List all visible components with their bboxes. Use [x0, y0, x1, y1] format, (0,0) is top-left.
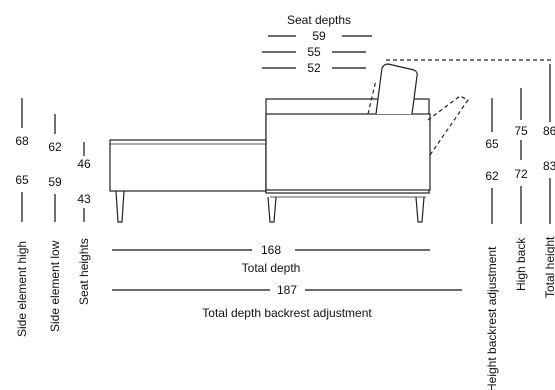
- high-back-val-2: 72: [514, 167, 528, 181]
- seat-heights-label: Seat heights: [77, 238, 91, 305]
- seat-heights-val-1: 46: [77, 157, 91, 171]
- side-element-high-val-1: 68: [15, 134, 29, 148]
- total-height-label: Total height: [543, 236, 555, 298]
- side-element-low-val-1: 62: [48, 140, 62, 154]
- side-element-low-label: Side element low: [48, 240, 62, 332]
- side-element-high-val-2: 65: [15, 173, 29, 187]
- side-element-low-group: 62 59 Side element low: [48, 114, 62, 332]
- total-height-group: 86 83 Total height: [543, 64, 555, 298]
- seat-depth-1: 59: [312, 29, 326, 43]
- total-depth-backrest-group: 187 Total depth backrest adjustment: [112, 283, 462, 320]
- high-back-label: High back: [514, 237, 528, 291]
- total-depth-backrest-label: Total depth backrest adjustment: [202, 306, 372, 320]
- main-leg-left: [267, 196, 277, 223]
- seat-depth-2: 55: [307, 45, 321, 59]
- main-leg-right: [415, 196, 425, 223]
- backrest-adjust-tilted: [427, 95, 469, 156]
- seat-depths-title: Seat depths: [287, 13, 351, 27]
- seat-depths-group: Seat depths 59 55 52: [262, 13, 372, 75]
- side-element-low-val-2: 59: [48, 175, 62, 189]
- high-back-group: 75 72 High back: [514, 88, 528, 291]
- high-back-val-1: 75: [514, 124, 528, 138]
- side-element-high-label: Side element high: [15, 241, 29, 337]
- height-backrest-val-2: 62: [485, 169, 499, 183]
- seat-heights-group: 46 43 Seat heights: [77, 142, 91, 305]
- height-backrest-group: 65 62 Height backrest adjustment: [485, 98, 499, 390]
- height-backrest-label: Height backrest adjustment: [485, 246, 499, 390]
- total-depth-label: Total depth: [242, 261, 301, 275]
- chaise-leg-left: [115, 190, 125, 223]
- height-backrest-val-1: 65: [485, 137, 499, 151]
- chaise-seat: [109, 139, 267, 192]
- total-depth-group: 168 Total depth: [112, 243, 430, 275]
- sofa-drawing: [109, 59, 552, 223]
- total-height-val-1: 86: [543, 124, 555, 138]
- seat-depth-3: 52: [307, 61, 321, 75]
- total-depth-value: 168: [261, 243, 281, 257]
- side-element-high-group: 68 65 Side element high: [15, 98, 29, 337]
- total-height-val-2: 83: [543, 159, 555, 173]
- main-seat: [265, 113, 431, 191]
- headrest: [375, 63, 418, 115]
- total-depth-backrest-value: 187: [277, 283, 297, 297]
- seat-heights-val-2: 43: [77, 192, 91, 206]
- backrest-adjust-upright: [367, 79, 377, 115]
